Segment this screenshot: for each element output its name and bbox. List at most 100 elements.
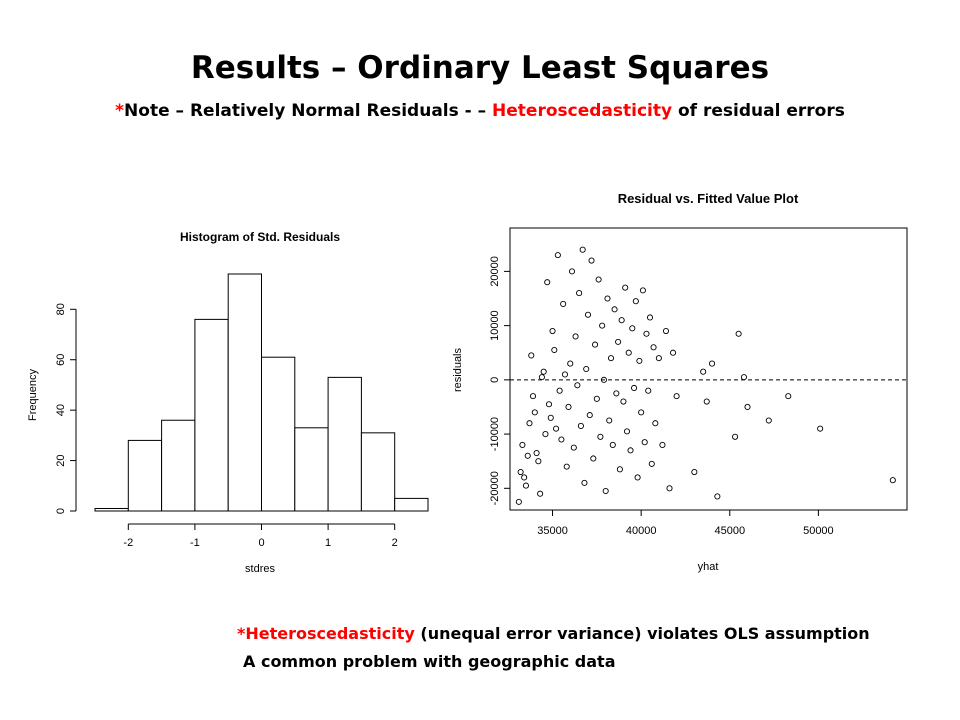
scatter-point [579, 246, 586, 253]
y-tick-label: 10000 [489, 310, 501, 341]
scatter-point [590, 455, 597, 462]
histogram-bar [127, 439, 163, 512]
plot-frame [509, 227, 908, 511]
histogram-bar [227, 273, 262, 512]
subtitle-heteroscedasticity: Heteroscedasticity [492, 101, 673, 121]
scatter-point [565, 403, 572, 411]
y-tick-label: 0 [489, 377, 501, 383]
y-tick-label: 80 [55, 303, 67, 315]
note-heteroscedasticity: *Heteroscedasticity [237, 624, 415, 643]
scatter-point [643, 330, 650, 337]
scatter-point [700, 368, 707, 375]
scatter-point [519, 441, 526, 448]
scatter-point [744, 403, 751, 411]
x-tick-label: 50000 [803, 525, 834, 537]
scatter-point [567, 360, 574, 367]
histogram-bar [294, 427, 329, 512]
histogram-bar [161, 419, 196, 512]
scatter-point [524, 452, 531, 459]
histogram-y-label: Frequency [27, 369, 39, 421]
scatter-point [740, 374, 747, 381]
scatter-point [597, 433, 604, 440]
scatter-point [607, 355, 615, 362]
scatter-point [623, 428, 631, 435]
scatter-point [599, 322, 606, 329]
scatter-point [673, 393, 680, 400]
y-tick-label: -10000 [489, 417, 501, 451]
scatter-point [522, 482, 530, 489]
histogram-bars [94, 273, 429, 512]
histogram-bar [94, 507, 129, 512]
x-tick-label: 0 [258, 537, 264, 549]
scatter-point [528, 352, 535, 359]
scatter-point [581, 479, 588, 486]
scatter-point [554, 252, 561, 259]
scatter-point [583, 365, 590, 373]
scatter-point [817, 425, 824, 432]
scatter-point [558, 436, 565, 443]
scatter-point [547, 414, 554, 421]
subtitle-asterisk: * [115, 101, 125, 121]
scatter-point [622, 284, 629, 291]
scatter-point [648, 460, 655, 467]
slide-title: Results – Ordinary Least Squares [190, 50, 770, 86]
scatter-point [544, 279, 551, 286]
scatter-point [529, 393, 537, 400]
scatter-point [645, 387, 652, 394]
scatter-point [533, 450, 540, 457]
scatter-point [662, 327, 670, 335]
scatter-point [735, 330, 742, 337]
scatter-point [535, 458, 542, 465]
subtitle-part-1: Note – Relatively Normal Residuals - – [124, 101, 493, 121]
scatter-point [618, 317, 625, 324]
histogram-bar [360, 432, 396, 512]
scatter-point [577, 422, 584, 429]
scatter-point [889, 477, 896, 484]
scatter-point [521, 474, 528, 481]
scatter-point [517, 468, 524, 476]
scatter-point [650, 344, 657, 351]
scatter-point [526, 420, 533, 427]
scatter-point [560, 300, 567, 307]
histogram-bar [261, 356, 296, 512]
scatter-point [625, 349, 632, 356]
scatter-point [563, 463, 570, 470]
scatter-point [572, 333, 579, 340]
scatter-point [553, 425, 560, 432]
x-tick-label: 2 [392, 537, 398, 549]
subtitle-part-2: of residual errors [672, 101, 845, 121]
histogram-bar [394, 497, 429, 512]
scatter-y-label: residuals [452, 347, 464, 392]
scatter-title: Residual vs. Fitted Value Plot [618, 191, 799, 206]
x-tick-label: -2 [123, 537, 133, 549]
scatter-point [670, 349, 677, 356]
scatter-point [639, 287, 646, 294]
residual-scatter-chart: Residual vs. Fitted Value Plot yhat resi… [452, 191, 908, 573]
scatter-point [646, 314, 654, 321]
scatter-point [542, 431, 549, 438]
scatter-point [632, 298, 639, 305]
scatter-point [636, 357, 643, 364]
scatter-point [584, 311, 592, 318]
histogram-chart: Histogram of Std. Residuals stdres Frequ… [27, 230, 429, 575]
scatter-point [703, 398, 710, 405]
scatter-point [714, 493, 721, 500]
scatter-point [652, 420, 659, 427]
scatter-point [609, 441, 616, 448]
histogram-bar [327, 376, 362, 512]
scatter-points [515, 246, 896, 505]
scatter-point [592, 341, 599, 348]
scatter-point [537, 490, 544, 497]
scatter-point [765, 417, 772, 424]
scatter-point [602, 487, 609, 495]
scatter-point [691, 468, 698, 476]
histogram-title: Histogram of Std. Residuals [180, 230, 340, 244]
scatter-point [629, 325, 636, 332]
scatter-point [655, 355, 662, 362]
note-explanation: (unequal error variance) violates OLS as… [414, 624, 870, 643]
scatter-point [576, 290, 583, 297]
x-tick-label: -1 [190, 537, 200, 549]
scatter-point [600, 376, 607, 383]
y-tick-label: 20 [55, 454, 67, 466]
scatter-point [538, 374, 545, 381]
